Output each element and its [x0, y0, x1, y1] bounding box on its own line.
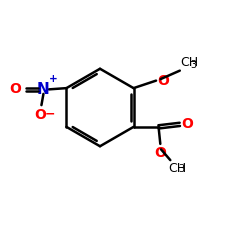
Text: +: + [48, 74, 57, 84]
Text: O: O [157, 74, 169, 88]
Text: O: O [9, 82, 21, 96]
Text: 3: 3 [178, 164, 184, 174]
Text: N: N [37, 82, 50, 97]
Text: −: − [45, 107, 56, 120]
Text: O: O [154, 146, 166, 160]
Text: CH: CH [168, 162, 186, 175]
Text: O: O [34, 108, 46, 122]
Text: CH: CH [180, 56, 198, 68]
Text: O: O [181, 118, 193, 132]
Text: 3: 3 [191, 60, 197, 70]
